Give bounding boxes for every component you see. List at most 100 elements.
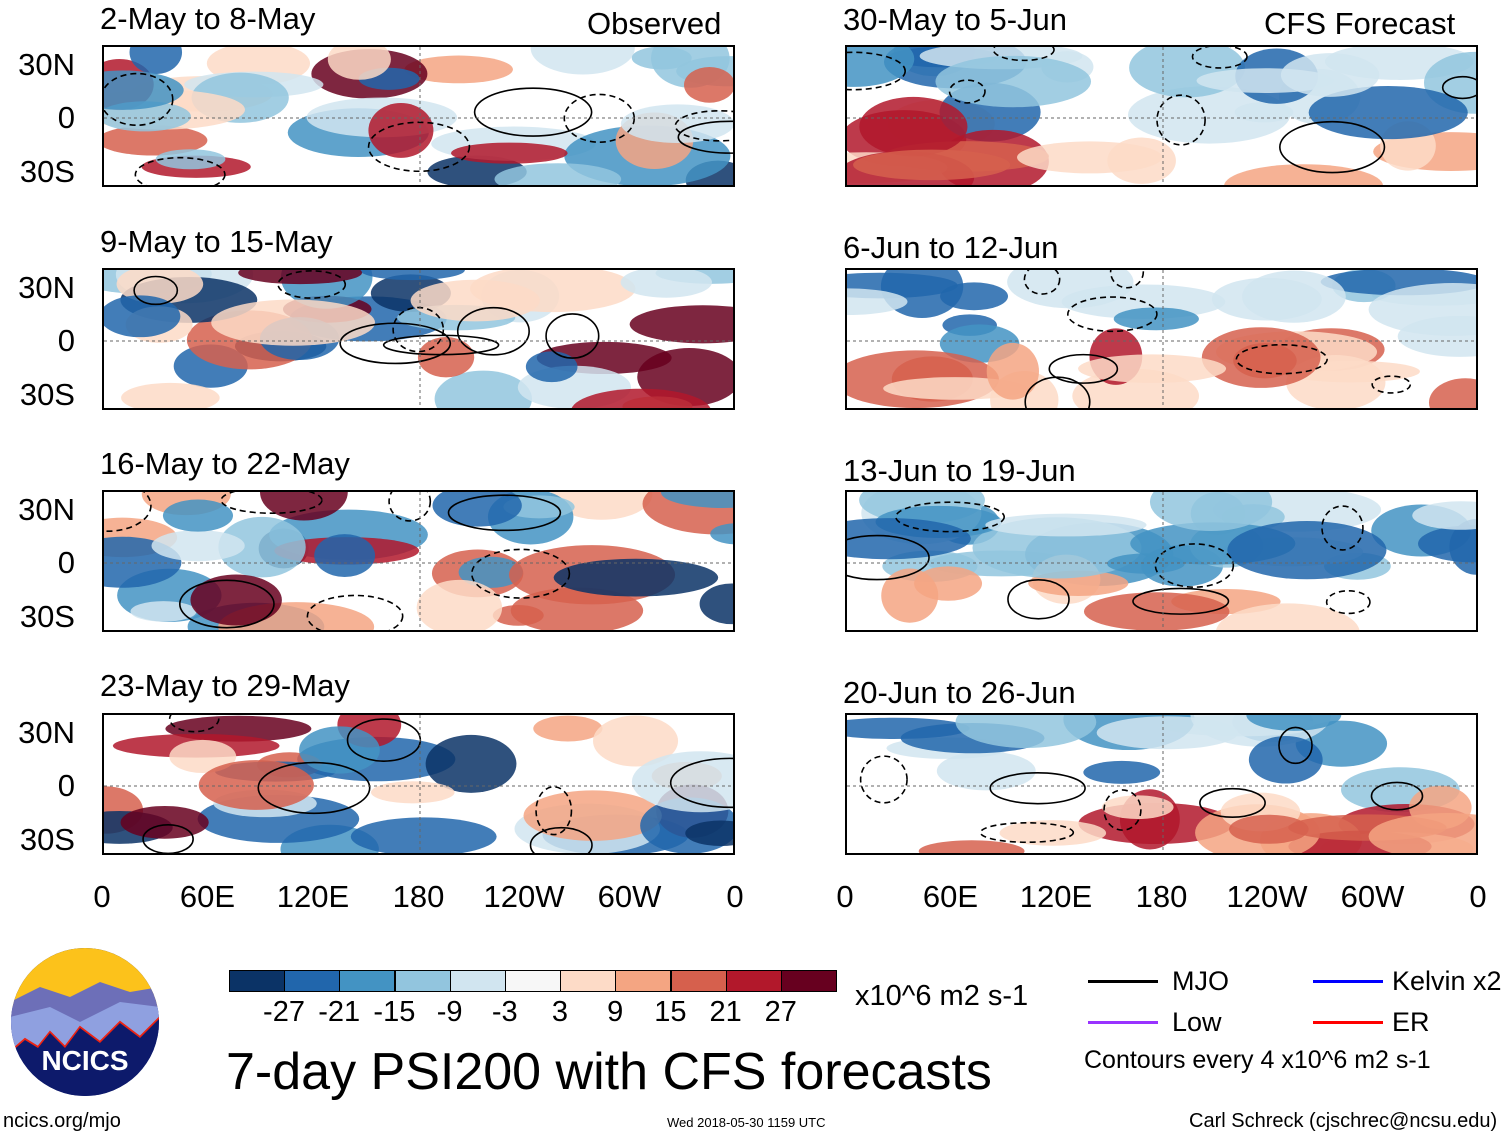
- contour: [178, 579, 275, 629]
- ncics-logo: NCICS: [11, 948, 159, 1096]
- lat-tick-label: 30S: [19, 822, 75, 857]
- contour: [847, 51, 906, 91]
- contour: [669, 757, 733, 809]
- anomaly-blob: [985, 513, 1147, 537]
- colorbar-label: -9: [436, 996, 463, 1028]
- anomaly-blob: [104, 70, 184, 110]
- anomaly-blob: [525, 351, 578, 383]
- anomaly-blob: [553, 558, 719, 597]
- observed-label: Observed: [587, 6, 722, 41]
- anomaly-blob: [503, 495, 575, 519]
- contour: [1156, 94, 1206, 146]
- anomaly-blob: [494, 163, 622, 185]
- anomaly-blob: [169, 739, 237, 773]
- contour: [992, 47, 1055, 62]
- map-panel: [845, 490, 1478, 632]
- contour: [1199, 787, 1266, 819]
- contour: [847, 534, 930, 581]
- colorbar-label: 15: [654, 996, 687, 1028]
- anomaly-blob: [1017, 141, 1163, 174]
- map-panel: [845, 268, 1478, 410]
- anomaly-blob: [162, 499, 234, 532]
- anomaly-blob: [425, 734, 517, 793]
- contour: [979, 821, 1075, 844]
- anomaly-blob: [451, 142, 568, 164]
- anomaly-blob: [129, 47, 183, 75]
- lat-tick-label: 30S: [19, 599, 75, 634]
- contour: [1441, 75, 1476, 100]
- contour: [133, 275, 179, 306]
- panel-title: 9-May to 15-May: [100, 224, 333, 259]
- anomaly-blob: [116, 270, 204, 304]
- anomaly-blob: [1280, 53, 1380, 97]
- anomaly-blob: [120, 805, 209, 839]
- anomaly-blob: [1007, 270, 1134, 309]
- lon-tick-label: 0: [1469, 879, 1487, 914]
- contour: [529, 826, 593, 853]
- anomaly-blob: [368, 102, 434, 158]
- legend-line-kelvin: [1313, 980, 1383, 983]
- lon-tick-label: 60W: [597, 879, 662, 914]
- anomaly-blob: [1128, 86, 1291, 144]
- lat-tick-label: 30N: [18, 492, 75, 527]
- contour: [1048, 353, 1119, 384]
- anomaly-blob: [1368, 283, 1476, 336]
- anomaly-blob: [940, 282, 1009, 311]
- ncics-link[interactable]: ncics.org/mjo: [3, 1110, 121, 1132]
- colorbar-swatch: [781, 970, 837, 992]
- anomaly-blob: [155, 149, 226, 170]
- panel-title: 20-Jun to 26-Jun: [843, 675, 1076, 710]
- colorbar-swatch: [615, 970, 672, 992]
- anomaly-blob: [1149, 492, 1273, 532]
- anomaly-blob: [684, 66, 733, 103]
- lon-tick-label: 0: [836, 879, 854, 914]
- contour: [456, 306, 530, 356]
- colorbar-label: -3: [491, 996, 518, 1028]
- lon-tick-label: 120E: [1019, 879, 1093, 914]
- anomaly-blob: [1113, 307, 1199, 331]
- colorbar-swatch: [284, 970, 341, 992]
- anomaly-blob: [1227, 521, 1387, 580]
- lat-tick-label: 30S: [19, 154, 75, 189]
- colorbar-label: 21: [709, 996, 742, 1028]
- anomaly-blob: [510, 587, 644, 630]
- contour: [1154, 543, 1235, 588]
- colorbar-swatch: [394, 970, 451, 992]
- contour: [339, 322, 452, 365]
- author: Carl Schreck (cjschrec@ncsu.edu): [1189, 1110, 1498, 1132]
- anomaly-blob: [955, 715, 1097, 749]
- lon-tick-label: 120E: [276, 879, 350, 914]
- forecast-label: CFS Forecast: [1264, 6, 1456, 41]
- anomaly-blob: [190, 574, 282, 626]
- anomaly-blob: [620, 270, 712, 298]
- anomaly-blob: [935, 55, 1092, 108]
- anomaly-blob: [458, 556, 523, 588]
- anomaly-blob: [936, 751, 1036, 791]
- anomaly-blob: [571, 388, 711, 408]
- anomaly-blob: [1368, 813, 1476, 853]
- contour: [142, 823, 194, 853]
- map-panel: [102, 268, 735, 410]
- anomaly-blob: [1242, 270, 1346, 323]
- contour: [989, 771, 1086, 805]
- anomaly-blob: [699, 583, 733, 625]
- colorbar-label: 27: [764, 996, 797, 1028]
- anomaly-blob: [151, 530, 245, 562]
- lon-tick-label: 60E: [922, 879, 979, 914]
- anomaly-blob: [1083, 760, 1161, 784]
- colorbar-swatch: [449, 970, 506, 992]
- panel-title: 13-Jun to 19-Jun: [843, 453, 1076, 488]
- anomaly-blob: [1229, 814, 1309, 844]
- contour: [1325, 590, 1371, 615]
- colorbar-swatch: [725, 970, 782, 992]
- lon-tick-label: 0: [93, 879, 111, 914]
- anomaly-blob: [314, 534, 376, 577]
- anomaly-blob: [685, 820, 733, 847]
- contour: [220, 492, 323, 515]
- legend-low: Low: [1172, 1007, 1222, 1037]
- map-panel: [845, 713, 1478, 855]
- figure-title: 7-day PSI200 with CFS forecasts: [226, 1043, 992, 1101]
- colorbar-swatch: [560, 970, 617, 992]
- anomaly-blob: [620, 104, 733, 143]
